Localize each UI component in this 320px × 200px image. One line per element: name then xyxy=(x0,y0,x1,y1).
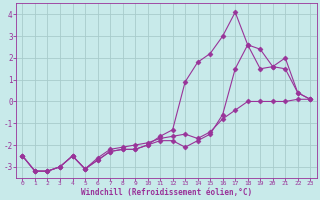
X-axis label: Windchill (Refroidissement éolien,°C): Windchill (Refroidissement éolien,°C) xyxy=(81,188,252,197)
